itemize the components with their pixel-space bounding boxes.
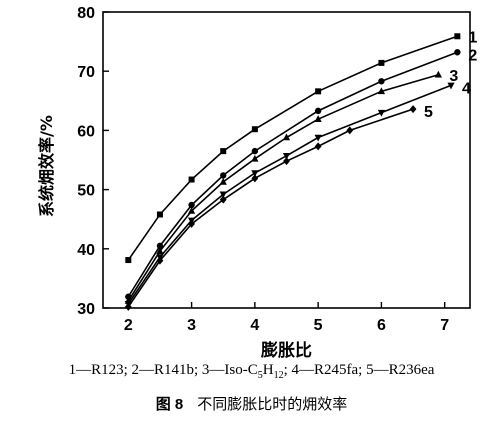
data-point — [434, 70, 442, 78]
series-3-label: 3 — [449, 68, 458, 85]
data-point — [454, 49, 461, 56]
data-point — [314, 142, 322, 151]
series-2-line — [127, 51, 458, 298]
data-point — [377, 87, 386, 95]
data-point — [282, 153, 291, 160]
series-legend: 1—R123; 2—R141b; 3—Iso-C5H12; 4—R245fa; … — [0, 362, 503, 381]
data-point — [251, 147, 259, 155]
y-tick-label: 70 — [77, 64, 95, 81]
data-point — [251, 170, 259, 178]
axis-ticks: 2 3 4 5 6 7 30 40 50 60 70 80 — [77, 5, 449, 334]
series-1-label: 1 — [468, 29, 477, 46]
series-1: 1 — [125, 29, 477, 264]
data-point — [314, 107, 322, 115]
data-point — [378, 59, 385, 66]
series-4-line — [127, 84, 452, 305]
legend-text-b: ; 4—R245fa; 5—R236ea — [283, 362, 435, 378]
series-3: 3 — [124, 68, 458, 304]
x-tick-label: 2 — [124, 317, 133, 334]
data-point — [409, 105, 417, 114]
x-tick-label: 4 — [250, 317, 259, 334]
data-point — [219, 191, 227, 199]
y-tick-label: 40 — [77, 242, 95, 259]
y-tick-label: 30 — [77, 301, 95, 318]
data-point — [188, 176, 195, 183]
data-point — [454, 33, 461, 40]
x-tick-label: 5 — [314, 317, 323, 334]
data-point — [156, 242, 164, 250]
data-point — [315, 88, 322, 95]
data-point — [377, 109, 386, 117]
data-point — [314, 134, 322, 142]
figure-title: 不同膨胀比时的㶲效率 — [197, 397, 348, 413]
data-point — [283, 157, 290, 166]
data-point — [156, 211, 163, 218]
series-5: 5 — [124, 104, 433, 311]
data-point — [220, 172, 227, 179]
y-axis-title: 系统㶲效率/% — [37, 115, 56, 217]
series-5-line — [127, 108, 414, 308]
x-axis-title: 膨胀比 — [261, 340, 312, 361]
series-2: 2 — [125, 47, 477, 300]
data-point — [220, 148, 227, 155]
y-tick-label: 60 — [77, 123, 95, 140]
x-tick-label: 3 — [187, 317, 196, 334]
data-point — [251, 126, 258, 133]
series-2-label: 2 — [468, 47, 477, 64]
data-point — [124, 302, 132, 311]
figure-caption: 图 8 不同膨胀比时的㶲效率 — [0, 393, 503, 414]
series-1-line — [127, 35, 458, 261]
data-point — [125, 257, 132, 264]
x-tick-label: 7 — [440, 317, 449, 334]
data-point — [251, 154, 259, 162]
data-point — [188, 219, 195, 228]
series-4: 4 — [124, 80, 471, 308]
plot-frame — [102, 11, 471, 309]
data-point — [156, 256, 164, 265]
y-tick-label: 50 — [77, 183, 95, 200]
data-point — [314, 115, 322, 122]
y-tick-label: 80 — [77, 5, 95, 22]
series-4-label: 4 — [462, 80, 471, 97]
data-point — [188, 201, 195, 209]
data-point — [219, 195, 227, 204]
data-point — [346, 126, 354, 135]
data-point — [378, 78, 385, 85]
legend-sub-12: 12 — [273, 370, 284, 381]
data-point — [447, 82, 455, 90]
series-5-label: 5 — [424, 104, 433, 121]
legend-text-h: H — [262, 362, 274, 378]
data-point — [156, 247, 164, 254]
data-point — [219, 177, 227, 185]
data-point — [282, 133, 291, 141]
legend-sub-5: 5 — [257, 370, 263, 381]
figure-number: 图 8 — [155, 396, 184, 413]
data-point — [187, 206, 196, 214]
x-tick-label: 6 — [377, 317, 386, 334]
legend-text-a: 1—R123; 2—R141b; 3—Iso-C — [68, 362, 258, 378]
data-point — [251, 174, 259, 183]
